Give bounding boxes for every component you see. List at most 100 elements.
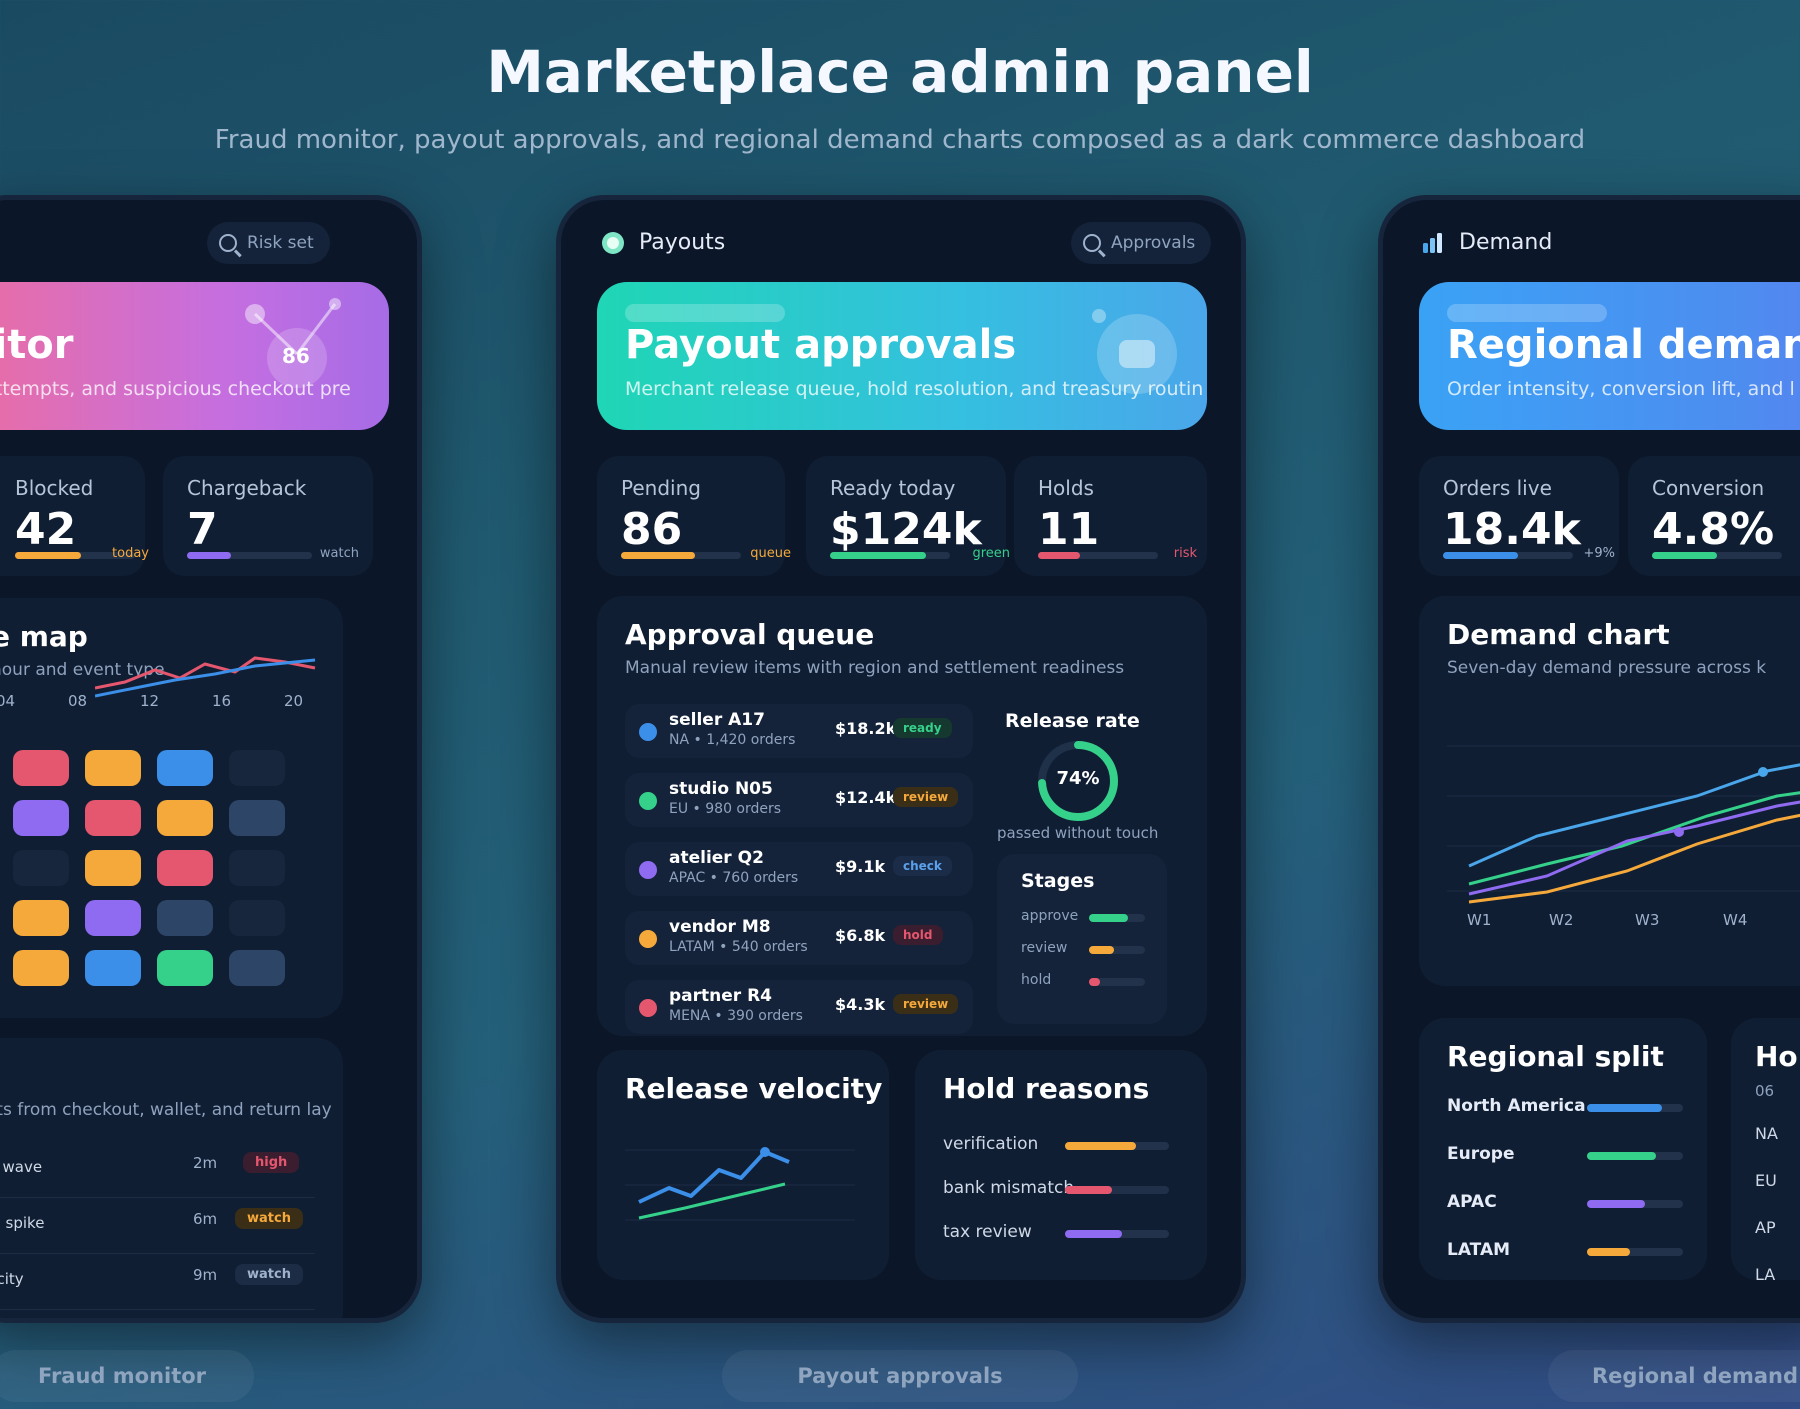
event-name: kout wave	[0, 1158, 43, 1176]
event-time: 9m	[193, 1266, 218, 1284]
hero-accent-pill	[1447, 304, 1607, 322]
status-dot	[639, 999, 657, 1017]
regional-split-title: Regional split	[1447, 1040, 1664, 1073]
kpi-value: 86	[621, 504, 683, 555]
heatmap-cell[interactable]	[157, 850, 213, 886]
heatmap-cell[interactable]	[229, 750, 285, 786]
approval-queue-title: Approval queue	[625, 618, 875, 651]
stage-label: approve	[1021, 908, 1079, 924]
heatmap-cell[interactable]	[13, 750, 69, 786]
demand-chart-card: Demand chart Seven-day demand pressure a…	[1419, 596, 1800, 986]
payouts-hero-title: Payout approvals	[625, 322, 1017, 368]
heatmap-cell[interactable]	[13, 950, 69, 986]
release-velocity-title: Release velocity	[625, 1072, 883, 1105]
queue-row[interactable]: partner R4 MENA • 390 orders $4.3k revie…	[625, 980, 973, 1034]
payout-amount: $6.8k	[835, 926, 886, 945]
kpi-label: Pending	[621, 476, 701, 500]
heatmap-cell[interactable]	[85, 900, 141, 936]
queue-row[interactable]: seller A17 NA • 1,420 orders $18.2k read…	[625, 704, 973, 758]
demand-chart-title: Demand chart	[1447, 618, 1670, 651]
status-badge: watch	[235, 1264, 303, 1285]
kpi-value: $124k	[830, 504, 982, 555]
region-code: AP	[1755, 1218, 1776, 1237]
queue-row[interactable]: vendor M8 LATAM • 540 orders $6.8k hold	[625, 911, 973, 965]
kpi-label: Orders live	[1443, 476, 1552, 500]
kpi-card-pending: Pending 86 queue	[597, 456, 791, 576]
release-velocity-chart	[625, 1147, 855, 1221]
release-rate-title: Release rate	[1005, 710, 1140, 732]
footer-tab-payouts[interactable]: Payout approvals	[722, 1350, 1078, 1402]
event-time: 6m	[193, 1210, 218, 1228]
region-bar	[1587, 1104, 1683, 1112]
status-badge: review	[893, 994, 959, 1014]
kpi-progress	[621, 552, 741, 559]
network-node-icon	[245, 298, 341, 388]
kpi-label: Chargeback	[187, 476, 307, 500]
kpi-card-chargeback: Chargeback 7 watch	[163, 456, 373, 576]
events-desc: vents from checkout, wallet, and return …	[0, 1100, 332, 1120]
payouts-search-label: Approvals	[1111, 233, 1196, 253]
hero-accent-pill	[625, 304, 785, 322]
heatmap-cell[interactable]	[13, 900, 69, 936]
fraud-hero-title: nitor	[0, 322, 74, 368]
hour-axis: 04 08 12 16 20	[0, 692, 303, 712]
heatmap-cell[interactable]	[157, 900, 213, 936]
status-dot	[639, 861, 657, 879]
payouts-app-header: Payouts	[601, 230, 725, 255]
search-icon	[219, 234, 237, 252]
heatmap-cell[interactable]	[229, 900, 285, 936]
kpi-value: 4.8%	[1652, 504, 1775, 555]
region-label: Europe	[1447, 1144, 1515, 1164]
fraud-trend-sparkline	[95, 656, 316, 698]
approval-queue-card: Approval queue Manual review items with …	[597, 596, 1207, 1036]
events-list: kout wave 2m high euse spike 6m watch ve…	[0, 1142, 315, 1318]
heatmap-cell[interactable]	[229, 950, 285, 986]
heatmap-cell[interactable]	[85, 800, 141, 836]
queue-row[interactable]: studio N05 EU • 980 orders $12.4k review	[625, 773, 973, 827]
region-code: NA	[1755, 1124, 1778, 1143]
heatmap-cell[interactable]	[229, 800, 285, 836]
merchant-name: partner R4	[669, 986, 773, 1006]
fraud-hero-subtitle: d attempts, and suspicious checkout pre	[0, 378, 351, 400]
heatmap-cell[interactable]	[229, 850, 285, 886]
payouts-search-pill[interactable]: Approvals	[1071, 222, 1212, 264]
heatmap-cell[interactable]	[157, 750, 213, 786]
release-rate-widget: Release rate 74% passed without touch	[997, 696, 1187, 842]
kpi-progress	[830, 552, 950, 559]
wallet-app-icon	[602, 231, 624, 254]
kpi-card-orders-live: Orders live 18.4k +9%	[1419, 456, 1619, 576]
heatmap-cell[interactable]	[13, 800, 69, 836]
merchant-meta: EU • 980 orders	[669, 801, 782, 817]
demand-line-chart	[1447, 745, 1800, 904]
heatmap-cell[interactable]	[157, 950, 213, 986]
event-row[interactable]: 13m review	[0, 1310, 315, 1318]
heatmap-cell[interactable]	[85, 950, 141, 986]
week-tick: W1	[1467, 911, 1492, 929]
hold-reason-bar	[1065, 1142, 1169, 1150]
kpi-label: Holds	[1038, 476, 1094, 500]
demand-hero-subtitle: Order intensity, conversion lift, and l	[1447, 378, 1795, 400]
heatmap-cell[interactable]	[85, 750, 141, 786]
footer-tab-demand[interactable]: Regional demand c	[1548, 1350, 1800, 1402]
fraud-search-label: Risk set	[247, 233, 314, 253]
hourly-region-title: Ho	[1755, 1040, 1798, 1073]
queue-row[interactable]: atelier Q2 APAC • 760 orders $9.1k check	[625, 842, 973, 896]
payout-amount: $18.2k	[835, 719, 897, 738]
fraud-hero-banner: 86 nitor d attempts, and suspicious chec…	[0, 282, 389, 430]
footer-tab-fraud[interactable]: Fraud monitor	[0, 1350, 254, 1402]
merchant-meta: APAC • 760 orders	[669, 870, 799, 886]
event-row[interactable]: euse spike 6m watch	[0, 1198, 315, 1254]
heatmap-cell[interactable]	[13, 850, 69, 886]
heatmap-cell[interactable]	[85, 850, 141, 886]
event-row[interactable]: kout wave 2m high	[0, 1142, 315, 1198]
heatmap-cell[interactable]	[157, 800, 213, 836]
stage-bar	[1089, 978, 1145, 986]
fraud-hero-badge: 86	[282, 344, 310, 368]
hour-tick: 16	[212, 692, 232, 710]
hold-reason-label: bank mismatch	[943, 1178, 1075, 1198]
fraud-search-pill[interactable]: Risk set	[207, 222, 330, 264]
kpi-tag: +9%	[1583, 546, 1615, 561]
event-row[interactable]: velocity 9m watch	[0, 1254, 315, 1310]
merchant-name: seller A17	[669, 710, 765, 730]
payouts-app-name: Payouts	[639, 230, 726, 255]
